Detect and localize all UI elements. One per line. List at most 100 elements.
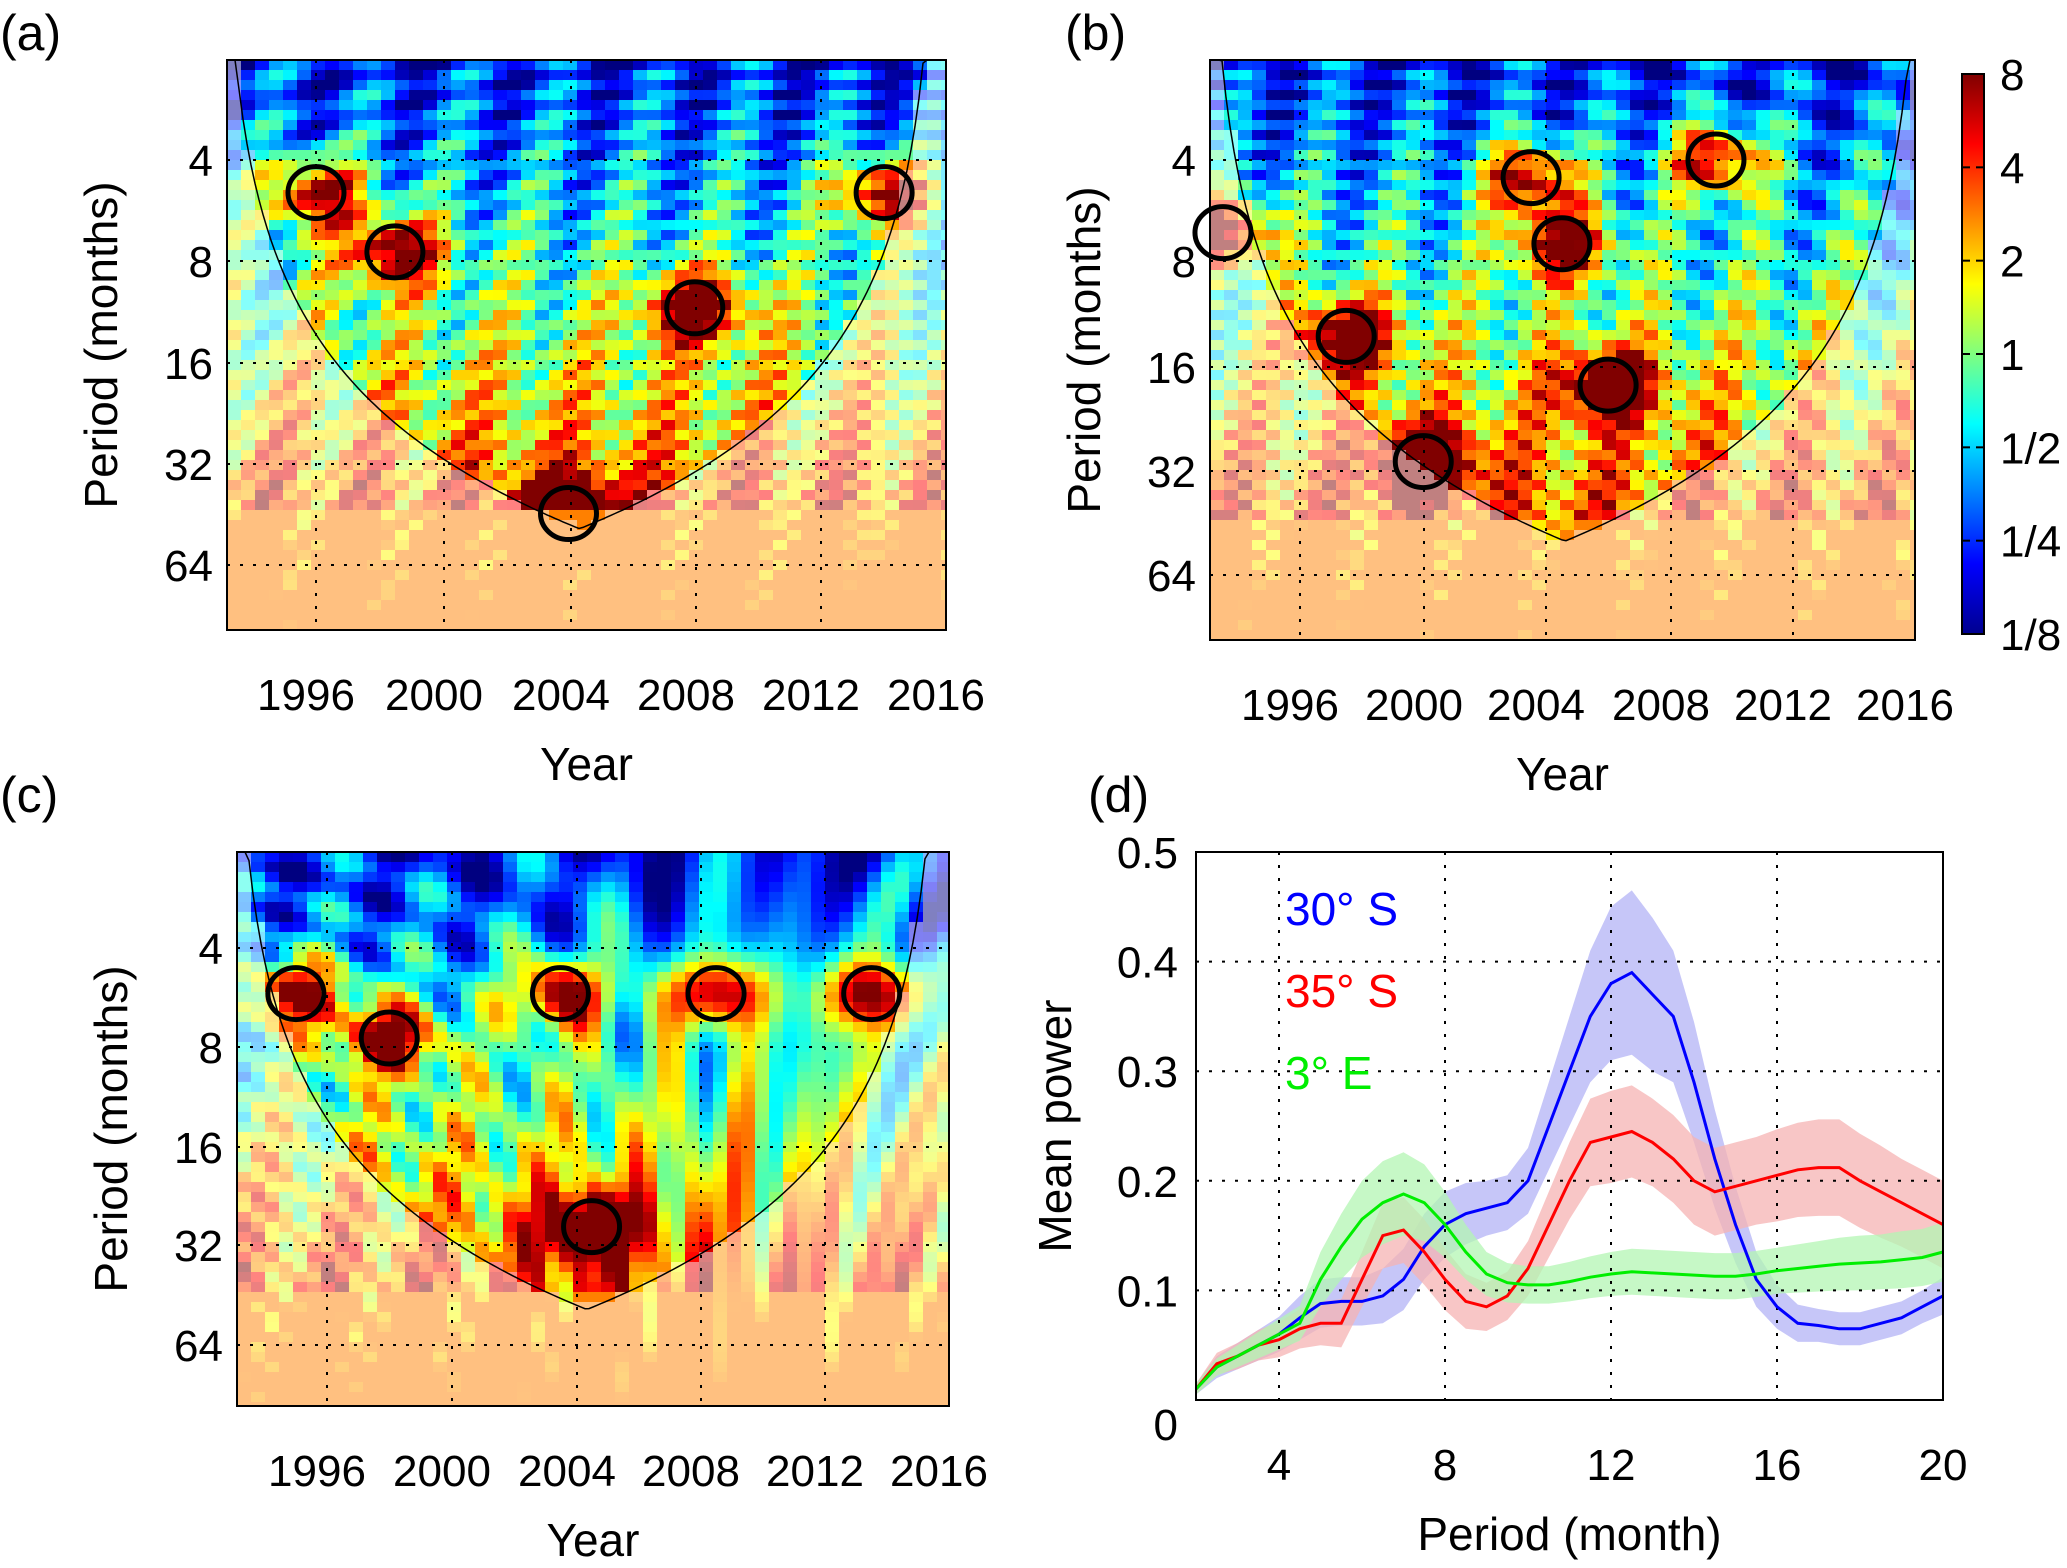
heatmap-cell <box>591 310 605 320</box>
heatmap-cell <box>507 450 521 460</box>
heatmap-cell <box>1616 220 1630 230</box>
heatmap-cell <box>227 430 241 440</box>
heatmap-cell <box>493 380 507 390</box>
heatmap-cell <box>787 600 801 610</box>
heatmap-cell <box>1742 240 1756 250</box>
heatmap-cell <box>1420 80 1434 90</box>
heatmap-cell <box>1616 370 1630 380</box>
heatmap-cell <box>1630 160 1644 170</box>
heatmap-cell <box>241 420 255 430</box>
heatmap-cell <box>1812 170 1826 180</box>
heatmap-cell <box>479 510 493 520</box>
heatmap-cell <box>731 610 745 620</box>
heatmap-cell <box>815 560 829 570</box>
heatmap-cell <box>829 380 843 390</box>
heatmap-cell <box>1294 130 1308 140</box>
heatmap-cell <box>227 460 241 470</box>
heatmap-cell <box>941 180 946 190</box>
heatmap-cell <box>941 150 946 160</box>
heatmap-cell <box>479 390 493 400</box>
heatmap-cell <box>1700 270 1714 280</box>
heatmap-cell <box>367 500 381 510</box>
heatmap-cell <box>1882 220 1896 230</box>
heatmap-cell <box>353 380 367 390</box>
heatmap-cell <box>647 620 661 630</box>
heatmap-cell <box>703 160 717 170</box>
heatmap-cell <box>1266 230 1280 240</box>
heatmap-cell <box>1798 210 1812 220</box>
heatmap-cell <box>591 170 605 180</box>
heatmap-cell <box>1546 440 1560 450</box>
heatmap-cell <box>675 190 689 200</box>
heatmap-cell <box>339 450 353 460</box>
heatmap-cell <box>759 230 773 240</box>
heatmap-cell <box>731 100 745 110</box>
heatmap-cell <box>1854 260 1868 270</box>
heatmap-cell <box>1826 70 1840 80</box>
heatmap-cell <box>1658 340 1672 350</box>
heatmap-cell <box>1350 280 1364 290</box>
heatmap-cell <box>801 620 815 630</box>
heatmap-cell <box>269 120 283 130</box>
heatmap-cell <box>605 560 619 570</box>
heatmap-cell <box>829 510 843 520</box>
heatmap-cell <box>1784 240 1798 250</box>
heatmap-cell <box>577 590 591 600</box>
heatmap-cell <box>1490 390 1504 400</box>
heatmap-cell <box>1770 230 1784 240</box>
heatmap-cell <box>717 140 731 150</box>
heatmap-cell <box>773 470 787 480</box>
heatmap-cell <box>1686 220 1700 230</box>
heatmap-cell <box>717 490 731 500</box>
heatmap-cell <box>423 590 437 600</box>
heatmap-cell <box>437 360 451 370</box>
heatmap-cell <box>1826 380 1840 390</box>
heatmap-cell <box>1224 180 1238 190</box>
heatmap-cell <box>871 580 885 590</box>
heatmap-cell <box>885 400 899 410</box>
heatmap-cell <box>857 590 871 600</box>
heatmap-cell <box>745 70 759 80</box>
heatmap-cell <box>941 550 946 560</box>
heatmap-cell <box>619 270 633 280</box>
heatmap-cell <box>857 580 871 590</box>
heatmap-cell <box>787 610 801 620</box>
heatmap-cell <box>801 320 815 330</box>
heatmap-cell <box>1462 180 1476 190</box>
heatmap-cell <box>1462 330 1476 340</box>
heatmap-cell <box>395 250 409 260</box>
y-tick-label: 64 <box>164 542 213 591</box>
heatmap-cell <box>661 320 675 330</box>
heatmap-cell <box>899 210 913 220</box>
heatmap-cell <box>521 610 535 620</box>
heatmap-cell <box>507 470 521 480</box>
heatmap-cell <box>1378 140 1392 150</box>
heatmap-cell <box>297 560 311 570</box>
heatmap-cell <box>1476 330 1490 340</box>
heatmap-cell <box>227 470 241 480</box>
heatmap-cell <box>241 410 255 420</box>
heatmap-cell <box>1266 80 1280 90</box>
heatmap-cell <box>1812 320 1826 330</box>
heatmap-cell <box>1588 220 1602 230</box>
heatmap-cell <box>227 500 241 510</box>
heatmap-cell <box>1896 170 1910 180</box>
heatmap-cell <box>1406 190 1420 200</box>
heatmap-cell <box>787 180 801 190</box>
heatmap-cell <box>689 180 703 190</box>
heatmap-cell <box>661 90 675 100</box>
heatmap-cell <box>1602 400 1616 410</box>
heatmap-cell <box>507 510 521 520</box>
heatmap-cell <box>689 210 703 220</box>
heatmap-cell <box>871 590 885 600</box>
heatmap-cell <box>479 310 493 320</box>
heatmap-cell <box>633 110 647 120</box>
heatmap-cell <box>1784 400 1798 410</box>
heatmap-cell <box>423 430 437 440</box>
heatmap-cell <box>297 300 311 310</box>
heatmap-cell <box>689 440 703 450</box>
heatmap-cell <box>269 570 283 580</box>
heatmap-cell <box>465 310 479 320</box>
heatmap-cell <box>857 370 871 380</box>
heatmap-cell <box>829 110 843 120</box>
